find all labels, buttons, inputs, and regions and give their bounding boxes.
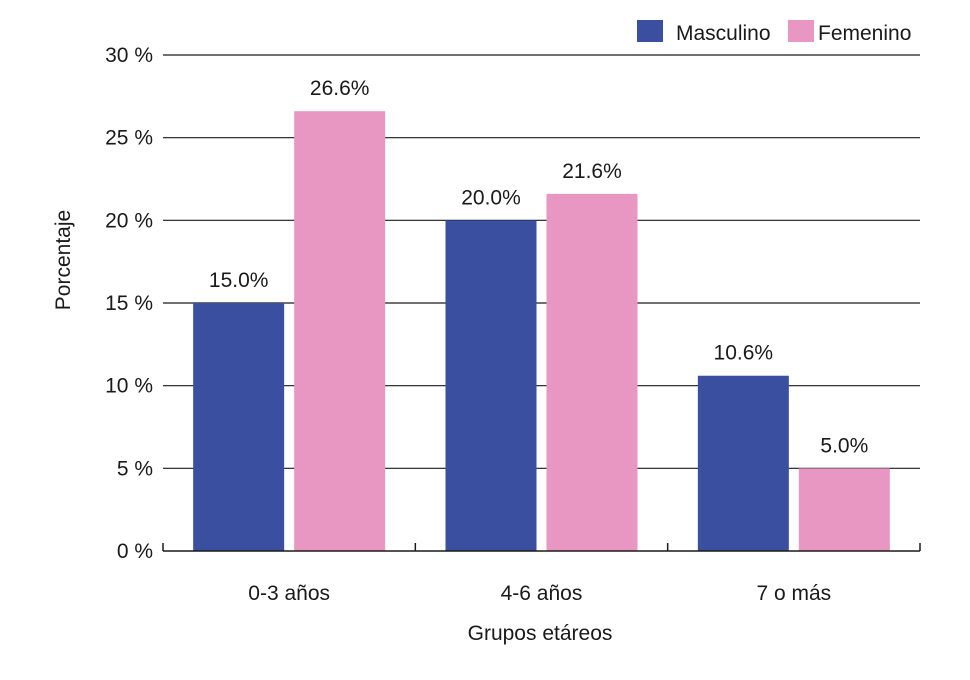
x-axis-title: Grupos etáreos [468,622,613,645]
x-tick-label: 0-3 años [248,582,330,605]
data-label: 10.6% [714,342,774,365]
bar-femenino-3 [798,468,890,551]
y-tick-label: 10 % [105,375,153,398]
bar-masculino-3 [697,375,789,551]
bar-femenino-1 [294,111,386,552]
data-labels: 15.0% 26.6% 20.0% 21.6% 10.6% 5.0% [209,77,868,457]
legend-label-femenino: Femenino [818,22,911,45]
data-label: 15.0% [209,269,269,292]
data-label: 5.0% [820,434,868,457]
gridlines [163,54,920,469]
bar-masculino-2 [445,220,537,552]
y-tick-label: 0 % [117,540,153,563]
bar-femenino-2 [546,193,638,551]
category-labels: 0-3 años 4-6 años 7 o más [248,582,831,605]
x-axis [162,543,921,552]
data-label: 21.6% [562,160,622,183]
y-tick-label: 15 % [105,292,153,315]
legend-label-masculino: Masculino [676,22,771,45]
x-tick-label: 4-6 años [501,582,583,605]
y-tick-label: 20 % [105,209,153,232]
y-axis-ticks: 0 % 5 % 10 % 15 % 20 % 25 % 30 % [105,44,153,563]
legend-swatch-femenino [788,20,814,42]
data-label: 26.6% [310,77,370,100]
legend-swatch-masculino [637,20,663,42]
y-tick-label: 30 % [105,44,153,67]
x-tick-label: 7 o más [756,582,831,605]
legend: Masculino Femenino [637,20,911,45]
y-tick-label: 25 % [105,127,153,150]
bar-masculino-1 [193,303,285,551]
data-label: 20.0% [461,186,521,209]
y-axis-title: Porcentaje [52,210,75,310]
bars [193,111,890,552]
y-tick-label: 5 % [117,457,153,480]
